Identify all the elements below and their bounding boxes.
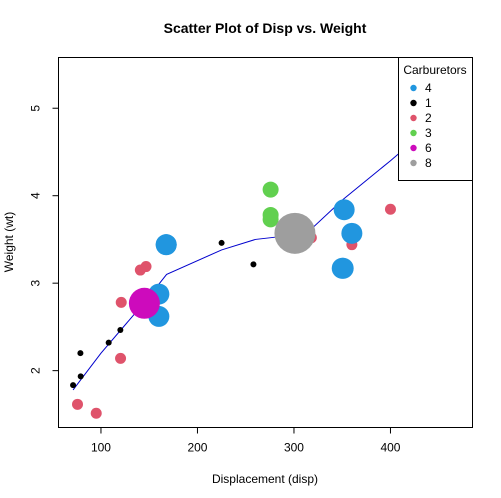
point-carb-1 xyxy=(70,382,77,389)
point-carb-1 xyxy=(218,239,225,246)
point-carb-4 xyxy=(341,222,363,244)
legend-marker-1 xyxy=(410,99,417,107)
legend-marker-6 xyxy=(410,144,417,152)
point-carb-4 xyxy=(332,257,354,279)
point-carb-1 xyxy=(250,261,257,268)
legend-label-8: 8 xyxy=(425,156,432,170)
x-axis-label: Displacement (disp) xyxy=(212,472,318,486)
point-carb-1 xyxy=(105,339,112,346)
point-carb-3 xyxy=(262,206,279,223)
x-tick-label: 200 xyxy=(187,441,207,455)
chart-title: Scatter Plot of Disp vs. Weight xyxy=(164,20,367,36)
point-carb-4 xyxy=(155,234,177,256)
point-carb-1 xyxy=(77,350,84,357)
point-carb-1 xyxy=(117,326,124,333)
y-tick-label: 3 xyxy=(29,280,43,287)
x-axis: 100 200 300 400 xyxy=(91,427,401,455)
point-carb-3 xyxy=(262,181,279,198)
y-axis-label: Weight (wt) xyxy=(2,212,16,272)
legend-marker-8 xyxy=(410,159,417,167)
legend-label-4: 4 xyxy=(425,81,432,95)
y-tick-label: 4 xyxy=(29,192,43,199)
legend-label-2: 2 xyxy=(425,111,432,125)
legend-label-1: 1 xyxy=(425,96,432,110)
point-carb-1 xyxy=(77,373,84,380)
trend-line-layer xyxy=(72,100,461,391)
y-axis: 2 3 4 5 xyxy=(29,105,59,374)
point-carb-2 xyxy=(115,296,127,308)
legend-marker-2 xyxy=(410,114,417,122)
point-carb-8 xyxy=(274,212,316,254)
point-carb-4 xyxy=(333,199,355,221)
plot-frame xyxy=(58,57,473,428)
point-carb-2 xyxy=(72,398,84,410)
x-tick-label: 400 xyxy=(380,441,400,455)
x-tick-label: 100 xyxy=(91,441,111,455)
point-carb-2 xyxy=(115,352,127,364)
trend-line xyxy=(72,100,461,391)
legend-title: Carburetors xyxy=(403,63,466,77)
points-layer xyxy=(70,181,396,419)
legend-box xyxy=(398,57,473,181)
legend-marker-4 xyxy=(410,84,417,92)
legend-label-6: 6 xyxy=(425,141,432,155)
x-tick-label: 300 xyxy=(284,441,304,455)
y-tick-label: 2 xyxy=(29,367,43,374)
legend-marker-3 xyxy=(410,129,417,137)
point-carb-2 xyxy=(90,407,102,419)
point-carb-6 xyxy=(128,287,160,319)
y-tick-label: 5 xyxy=(29,105,43,112)
legend-label-3: 3 xyxy=(425,126,432,140)
point-carb-2 xyxy=(134,264,146,276)
point-carb-2 xyxy=(384,203,396,215)
